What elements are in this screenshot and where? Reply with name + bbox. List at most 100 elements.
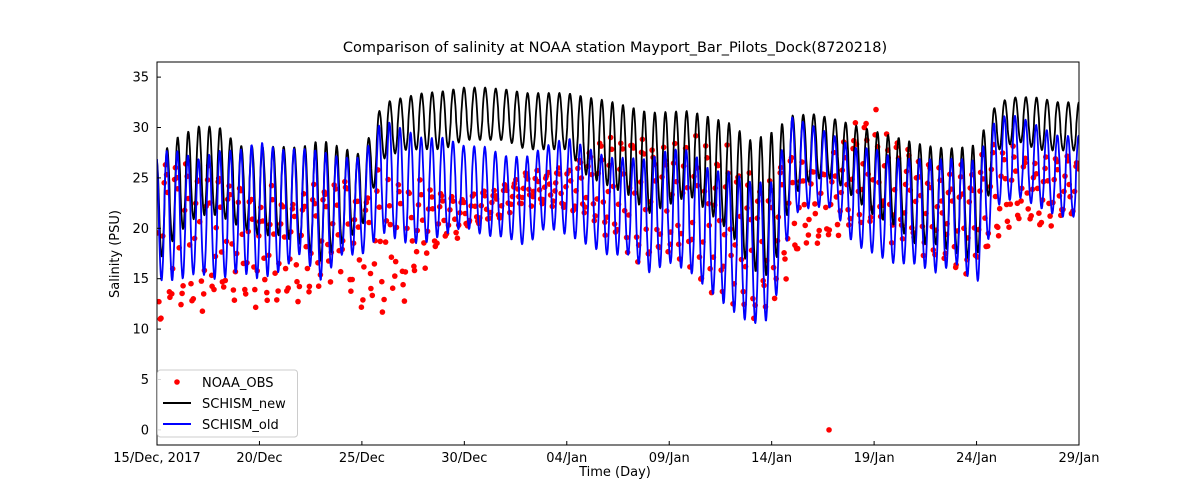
obs-point: [1018, 198, 1024, 204]
obs-point: [482, 193, 488, 199]
x-tick-label: 29/Jan: [1059, 451, 1100, 466]
obs-point: [821, 171, 828, 178]
obs-point: [293, 262, 300, 268]
obs-point: [852, 120, 859, 126]
legend-label-schism-new: SCHISM_new: [202, 397, 286, 412]
x-tick-label: 30/Dec: [441, 451, 487, 466]
obs-point: [810, 169, 817, 175]
obs-point: [826, 227, 833, 233]
obs-point: [835, 232, 842, 239]
obs-point: [211, 286, 217, 293]
obs-point: [421, 240, 427, 246]
obs-point: [190, 296, 197, 302]
obs-point: [434, 240, 440, 246]
obs-point: [231, 297, 238, 304]
obs-point: [262, 276, 268, 283]
obs-point: [296, 283, 303, 290]
obs-point: [812, 210, 819, 217]
obs-point: [1024, 190, 1030, 196]
obs-point: [519, 194, 526, 201]
obs-point: [158, 315, 164, 322]
obs-point: [188, 280, 194, 287]
x-tick-label: 19/Jan: [854, 451, 895, 466]
obs-point: [386, 203, 393, 209]
y-tick-label: 0: [141, 423, 149, 438]
obs-point: [783, 276, 789, 282]
obs-point: [306, 289, 312, 295]
obs-point: [803, 240, 810, 246]
obs-point: [294, 278, 300, 285]
obs-point: [1002, 175, 1009, 182]
obs-point: [360, 297, 366, 303]
obs-point: [178, 301, 184, 308]
obs-point: [461, 199, 467, 206]
obs-point: [995, 233, 1002, 239]
obs-point: [1047, 213, 1053, 219]
obs-point: [411, 267, 418, 274]
obs-point: [423, 250, 430, 256]
x-axis: 15/Dec, 2017 20/Dec 25/Dec 30/Dec 04/Jan 09/J…: [113, 441, 1099, 466]
obs-point: [315, 283, 322, 290]
series-schism-old: [157, 114, 1079, 324]
obs-point: [275, 288, 281, 294]
obs-point: [1028, 213, 1034, 219]
obs-point: [348, 288, 354, 295]
chart-title: Comparison of salinity at NOAA station M…: [343, 40, 887, 56]
obs-point: [376, 204, 383, 210]
obs-point: [361, 264, 367, 270]
obs-point: [413, 248, 420, 255]
obs-point: [242, 286, 248, 293]
obs-point: [825, 231, 832, 238]
obs-point: [355, 224, 362, 230]
obs-point: [356, 257, 363, 263]
obs-point: [1038, 219, 1045, 226]
obs-point: [349, 276, 356, 283]
obs-point: [274, 297, 280, 303]
legend-label-schism-old: SCHISM_old: [202, 418, 279, 433]
obs-point: [992, 193, 999, 200]
obs-point: [327, 279, 334, 285]
obs-point: [429, 194, 435, 200]
obs-point: [418, 191, 425, 198]
plot-frame: [156, 61, 1080, 446]
obs-point-outlier: [826, 427, 832, 433]
obs-point: [408, 214, 415, 221]
obs-point: [815, 233, 822, 239]
obs-point: [812, 201, 818, 207]
obs-point: [1016, 215, 1022, 222]
obs-point: [401, 298, 408, 304]
obs-point: [834, 221, 841, 228]
obs-point: [1007, 201, 1014, 207]
obs-point: [1012, 168, 1019, 174]
y-tick-label: 35: [132, 71, 149, 86]
obs-point: [1048, 223, 1054, 229]
obs-point: [368, 285, 374, 292]
obs-point: [472, 203, 478, 210]
obs-point: [427, 187, 433, 193]
obs-point: [379, 278, 385, 285]
legend: NOAA_OBS SCHISM_new SCHISM_old: [157, 369, 298, 438]
y-tick-label: 5: [141, 373, 149, 388]
obs-point: [791, 220, 798, 227]
obs-point: [179, 290, 185, 297]
obs-point: [454, 235, 461, 241]
obs-point: [801, 201, 808, 208]
obs-point: [358, 304, 365, 311]
obs-point: [409, 238, 416, 244]
x-tick-label: 14/Jan: [751, 451, 792, 466]
y-tick-label: 25: [132, 171, 149, 186]
obs-point: [392, 258, 399, 265]
obs-point: [180, 283, 186, 289]
obs-point: [664, 208, 670, 214]
obs-point: [379, 309, 386, 315]
x-tick-label: 15/Dec, 2017: [113, 451, 200, 466]
obs-point: [301, 203, 308, 210]
obs-point: [863, 120, 869, 127]
obs-point: [264, 297, 271, 304]
obs-point: [230, 287, 237, 293]
x-tick-label: 24/Jan: [956, 451, 997, 466]
obs-point: [306, 283, 313, 290]
obs-point: [996, 205, 1003, 212]
obs-point: [806, 216, 812, 223]
